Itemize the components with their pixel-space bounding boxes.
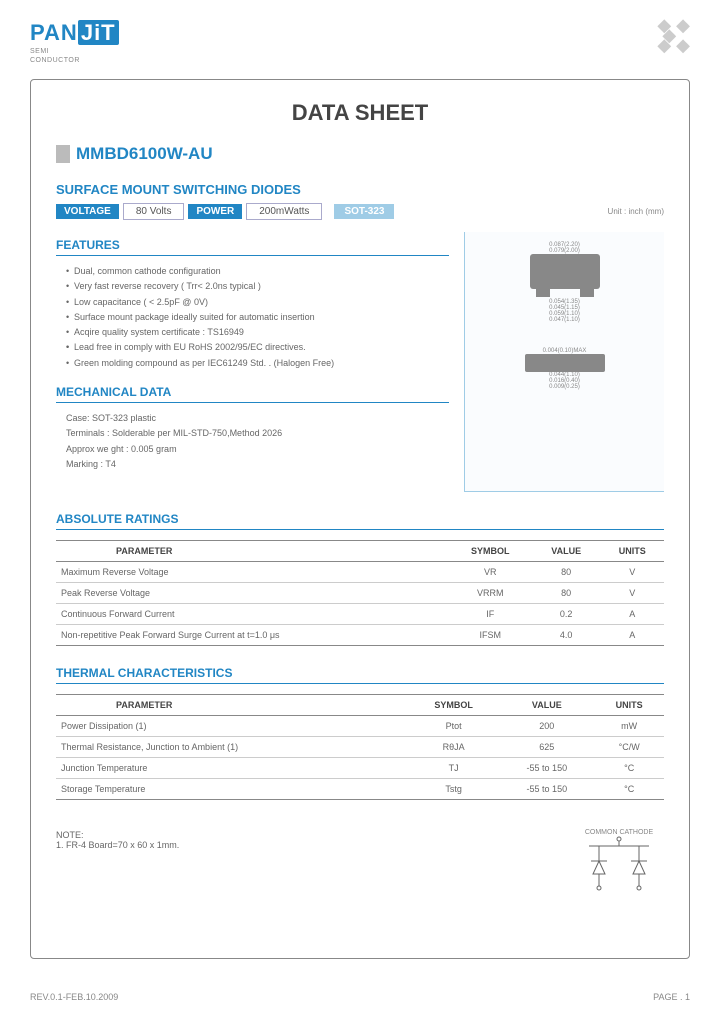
footer: REV.0.1-FEB.10.2009 PAGE . 1 — [30, 992, 690, 1002]
table-row: Maximum Reverse VoltageVR80V — [56, 562, 664, 583]
table-row: Peak Reverse VoltageVRRM80V — [56, 583, 664, 604]
feature-item: Acqire quality system certificate : TS16… — [66, 325, 449, 340]
mech-item: Terminals : Solderable per MIL-STD-750,M… — [66, 426, 449, 441]
feature-item: Low capacitance ( < 2.5pF @ 0V) — [66, 295, 449, 310]
mech-item: Marking : T4 — [66, 457, 449, 472]
power-value: 200mWatts — [246, 203, 322, 220]
decorative-dots: ◆ ◆ ◆◆ ◆ — [657, 20, 690, 50]
circuit-diagram: COMMON CATHODE — [579, 829, 659, 898]
table-row: Junction TemperatureTJ-55 to 150°C — [56, 758, 664, 779]
col-header: PARAMETER — [56, 695, 408, 716]
col-header: SYMBOL — [449, 541, 532, 562]
table-row: Thermal Resistance, Junction to Ambient … — [56, 737, 664, 758]
power-label: POWER — [188, 204, 242, 219]
col-header: UNITS — [600, 541, 664, 562]
logo: PANJiT SEMI CONDUCTOR — [30, 20, 119, 64]
table-row: Storage TemperatureTstg-55 to 150°C — [56, 779, 664, 800]
footer-left: REV.0.1-FEB.10.2009 — [30, 992, 118, 1002]
thermal-table: PARAMETER SYMBOL VALUE UNITS Power Dissi… — [56, 694, 664, 800]
logo-brand-a: PAN — [30, 20, 78, 45]
thermal-heading: THERMAL CHARACTERISTICS — [56, 666, 664, 684]
feature-item: Green molding compound as per IEC61249 S… — [66, 356, 449, 371]
table-row: Continuous Forward CurrentIF0.2A — [56, 604, 664, 625]
content-frame: DATA SHEET MMBD6100W-AU SURFACE MOUNT SW… — [30, 79, 690, 959]
feature-item: Lead free in comply with EU RoHS 2002/95… — [66, 340, 449, 355]
spec-row: VOLTAGE 80 Volts POWER 200mWatts SOT-323… — [56, 203, 664, 220]
voltage-value: 80 Volts — [123, 203, 185, 220]
document-title: DATA SHEET — [56, 100, 664, 126]
col-header: VALUE — [499, 695, 594, 716]
mech-item: Approx we ght : 0.005 gram — [66, 442, 449, 457]
grey-marker — [56, 145, 70, 163]
note-heading: NOTE: — [56, 830, 664, 840]
abs-ratings-table: PARAMETER SYMBOL VALUE UNITS Maximum Rev… — [56, 540, 664, 646]
note-text: 1. FR-4 Board=70 x 60 x 1mm. — [56, 840, 664, 850]
col-header: SYMBOL — [408, 695, 499, 716]
footer-right: PAGE . 1 — [653, 992, 690, 1002]
unit-note: Unit : inch (mm) — [608, 207, 664, 216]
part-number: MMBD6100W-AU — [76, 144, 213, 164]
voltage-label: VOLTAGE — [56, 204, 119, 219]
package-label: SOT-323 — [334, 204, 394, 219]
logo-sub2: CONDUCTOR — [30, 57, 119, 64]
feature-item: Dual, common cathode configuration — [66, 264, 449, 279]
table-row: Power Dissipation (1)Ptot200mW — [56, 716, 664, 737]
features-heading: FEATURES — [56, 238, 449, 256]
feature-item: Surface mount package ideally suited for… — [66, 310, 449, 325]
features-list: Dual, common cathode configuration Very … — [56, 264, 449, 371]
header: PANJiT SEMI CONDUCTOR ◆ ◆ ◆◆ ◆ — [30, 20, 690, 64]
col-header: UNITS — [594, 695, 664, 716]
mech-item: Case: SOT-323 plastic — [66, 411, 449, 426]
mechanical-heading: MECHANICAL DATA — [56, 385, 449, 403]
product-type: SURFACE MOUNT SWITCHING DIODES — [56, 182, 664, 197]
abs-ratings-heading: ABSOLUTE RATINGS — [56, 512, 664, 530]
table-row: Non-repetitive Peak Forward Surge Curren… — [56, 625, 664, 646]
part-number-row: MMBD6100W-AU — [56, 144, 664, 164]
col-header: PARAMETER — [56, 541, 449, 562]
note-section: NOTE: 1. FR-4 Board=70 x 60 x 1mm. — [56, 830, 664, 850]
package-diagram: 0.087(2.20) 0.079(2.00) 0.054(1.35) 0.04… — [464, 232, 664, 492]
col-header: VALUE — [532, 541, 600, 562]
logo-sub1: SEMI — [30, 48, 119, 55]
feature-item: Very fast reverse recovery ( Trr< 2.0ns … — [66, 279, 449, 294]
mechanical-list: Case: SOT-323 plastic Terminals : Solder… — [56, 411, 449, 472]
logo-brand-b: JiT — [78, 20, 119, 45]
